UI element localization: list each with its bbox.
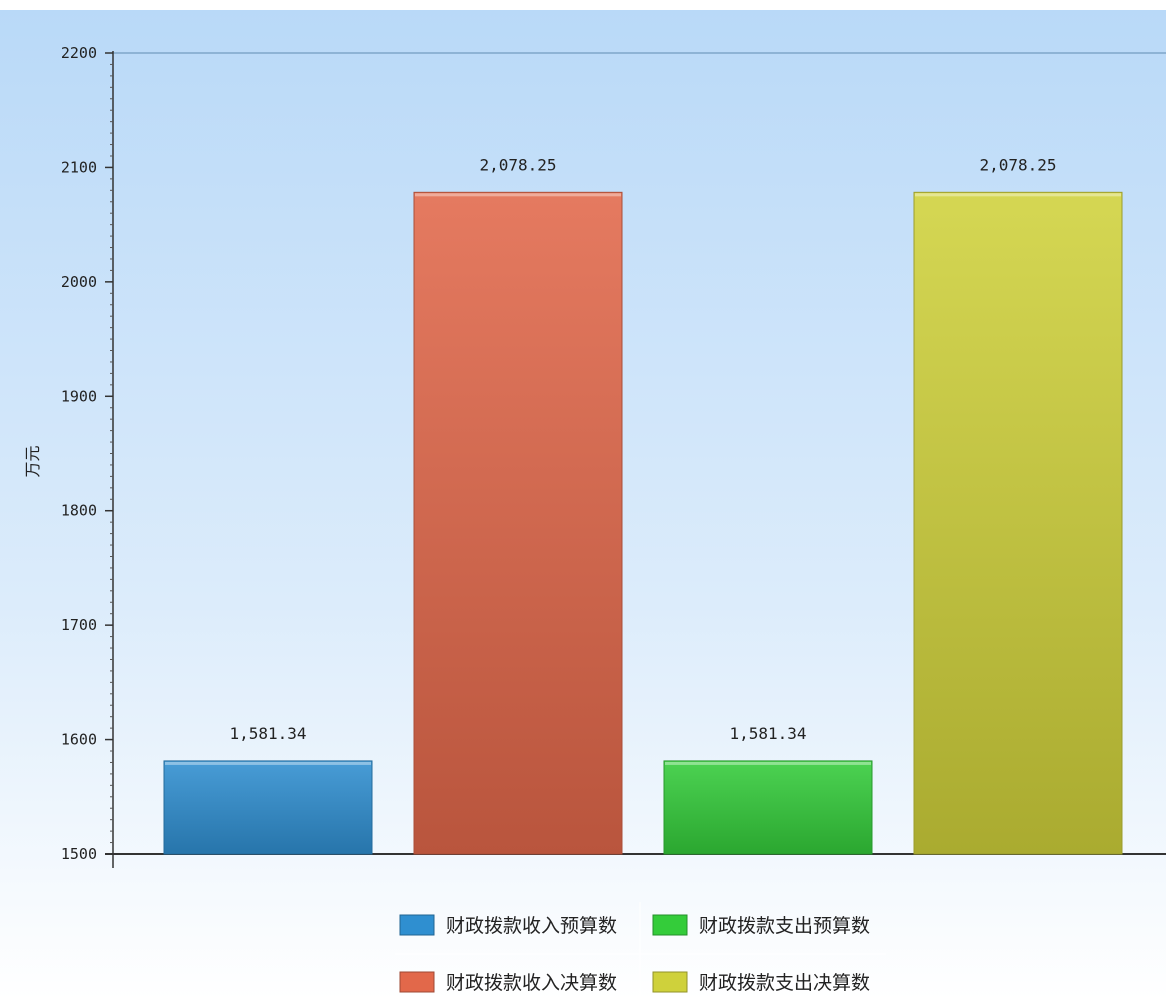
y-tick-label: 2100: [61, 158, 97, 176]
bar-4: [913, 191, 1123, 855]
bar-3: [663, 760, 873, 855]
data-label-1: 1,581.34: [229, 724, 306, 743]
bar-2: [413, 191, 623, 855]
bar-1: [163, 760, 373, 855]
data-label-2: 2,078.25: [479, 155, 556, 174]
y-tick-label: 1700: [61, 616, 97, 634]
y-axis-title: 万元: [23, 445, 42, 477]
legend-label-4: 财政拨款支出决算数: [699, 972, 870, 994]
bar-highlight: [415, 193, 621, 197]
bar-highlight: [165, 761, 371, 765]
y-tick-label: 1900: [61, 387, 97, 405]
legend-label-3: 财政拨款支出预算数: [699, 915, 870, 937]
bar-highlight: [665, 761, 871, 765]
y-tick-label: 1500: [61, 845, 97, 863]
legend-label-1: 财政拨款收入预算数: [446, 915, 617, 937]
legend-swatch-4: [652, 971, 688, 993]
bar-highlight: [915, 193, 1121, 197]
data-label-3: 1,581.34: [729, 724, 806, 743]
legend-swatch-1: [399, 914, 435, 936]
y-tick-label: 1600: [61, 731, 97, 749]
y-tick-label: 2000: [61, 273, 97, 291]
data-label-4: 2,078.25: [979, 155, 1056, 174]
legend-label-2: 财政拨款收入决算数: [446, 972, 617, 994]
y-tick-label: 2200: [61, 44, 97, 62]
y-tick-label: 1800: [61, 502, 97, 520]
legend-swatch-2: [399, 971, 435, 993]
legend-swatch-3: [652, 914, 688, 936]
